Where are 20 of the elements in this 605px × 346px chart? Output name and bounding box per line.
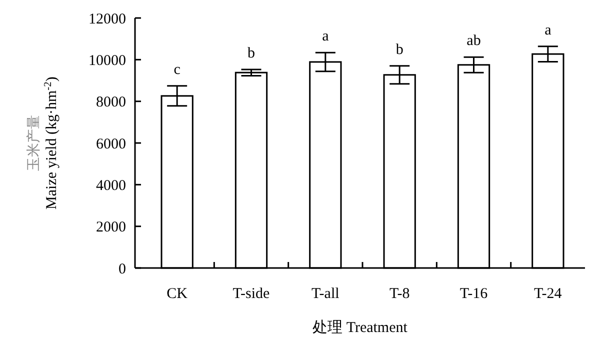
annotation: ab xyxy=(466,33,481,50)
x-tick-label: T-side xyxy=(232,286,270,302)
x-tick-label: T-16 xyxy=(460,286,488,302)
annotation: b xyxy=(396,42,404,58)
annotation: a xyxy=(322,28,330,45)
y-tick-label: 10000 xyxy=(88,52,126,69)
x-tick-label: T-all xyxy=(312,286,340,302)
y-tick-label: 2000 xyxy=(96,220,126,236)
y-tick-label: 0 xyxy=(118,261,126,278)
x-tick-label: T-24 xyxy=(534,286,562,302)
annotation: b xyxy=(248,45,255,62)
x-tick-label: CK xyxy=(166,286,188,302)
x-axis-title: 处理 Treatment xyxy=(312,319,408,336)
y-tick-label: 4000 xyxy=(96,178,126,194)
annotation: a xyxy=(544,22,552,38)
annotation: c xyxy=(174,62,181,78)
x-tick-label: T-8 xyxy=(389,286,410,302)
y-tick-label: 6000 xyxy=(96,136,126,152)
y-tick-label: 8000 xyxy=(96,94,126,111)
y-tick-label: 12000 xyxy=(88,11,126,28)
